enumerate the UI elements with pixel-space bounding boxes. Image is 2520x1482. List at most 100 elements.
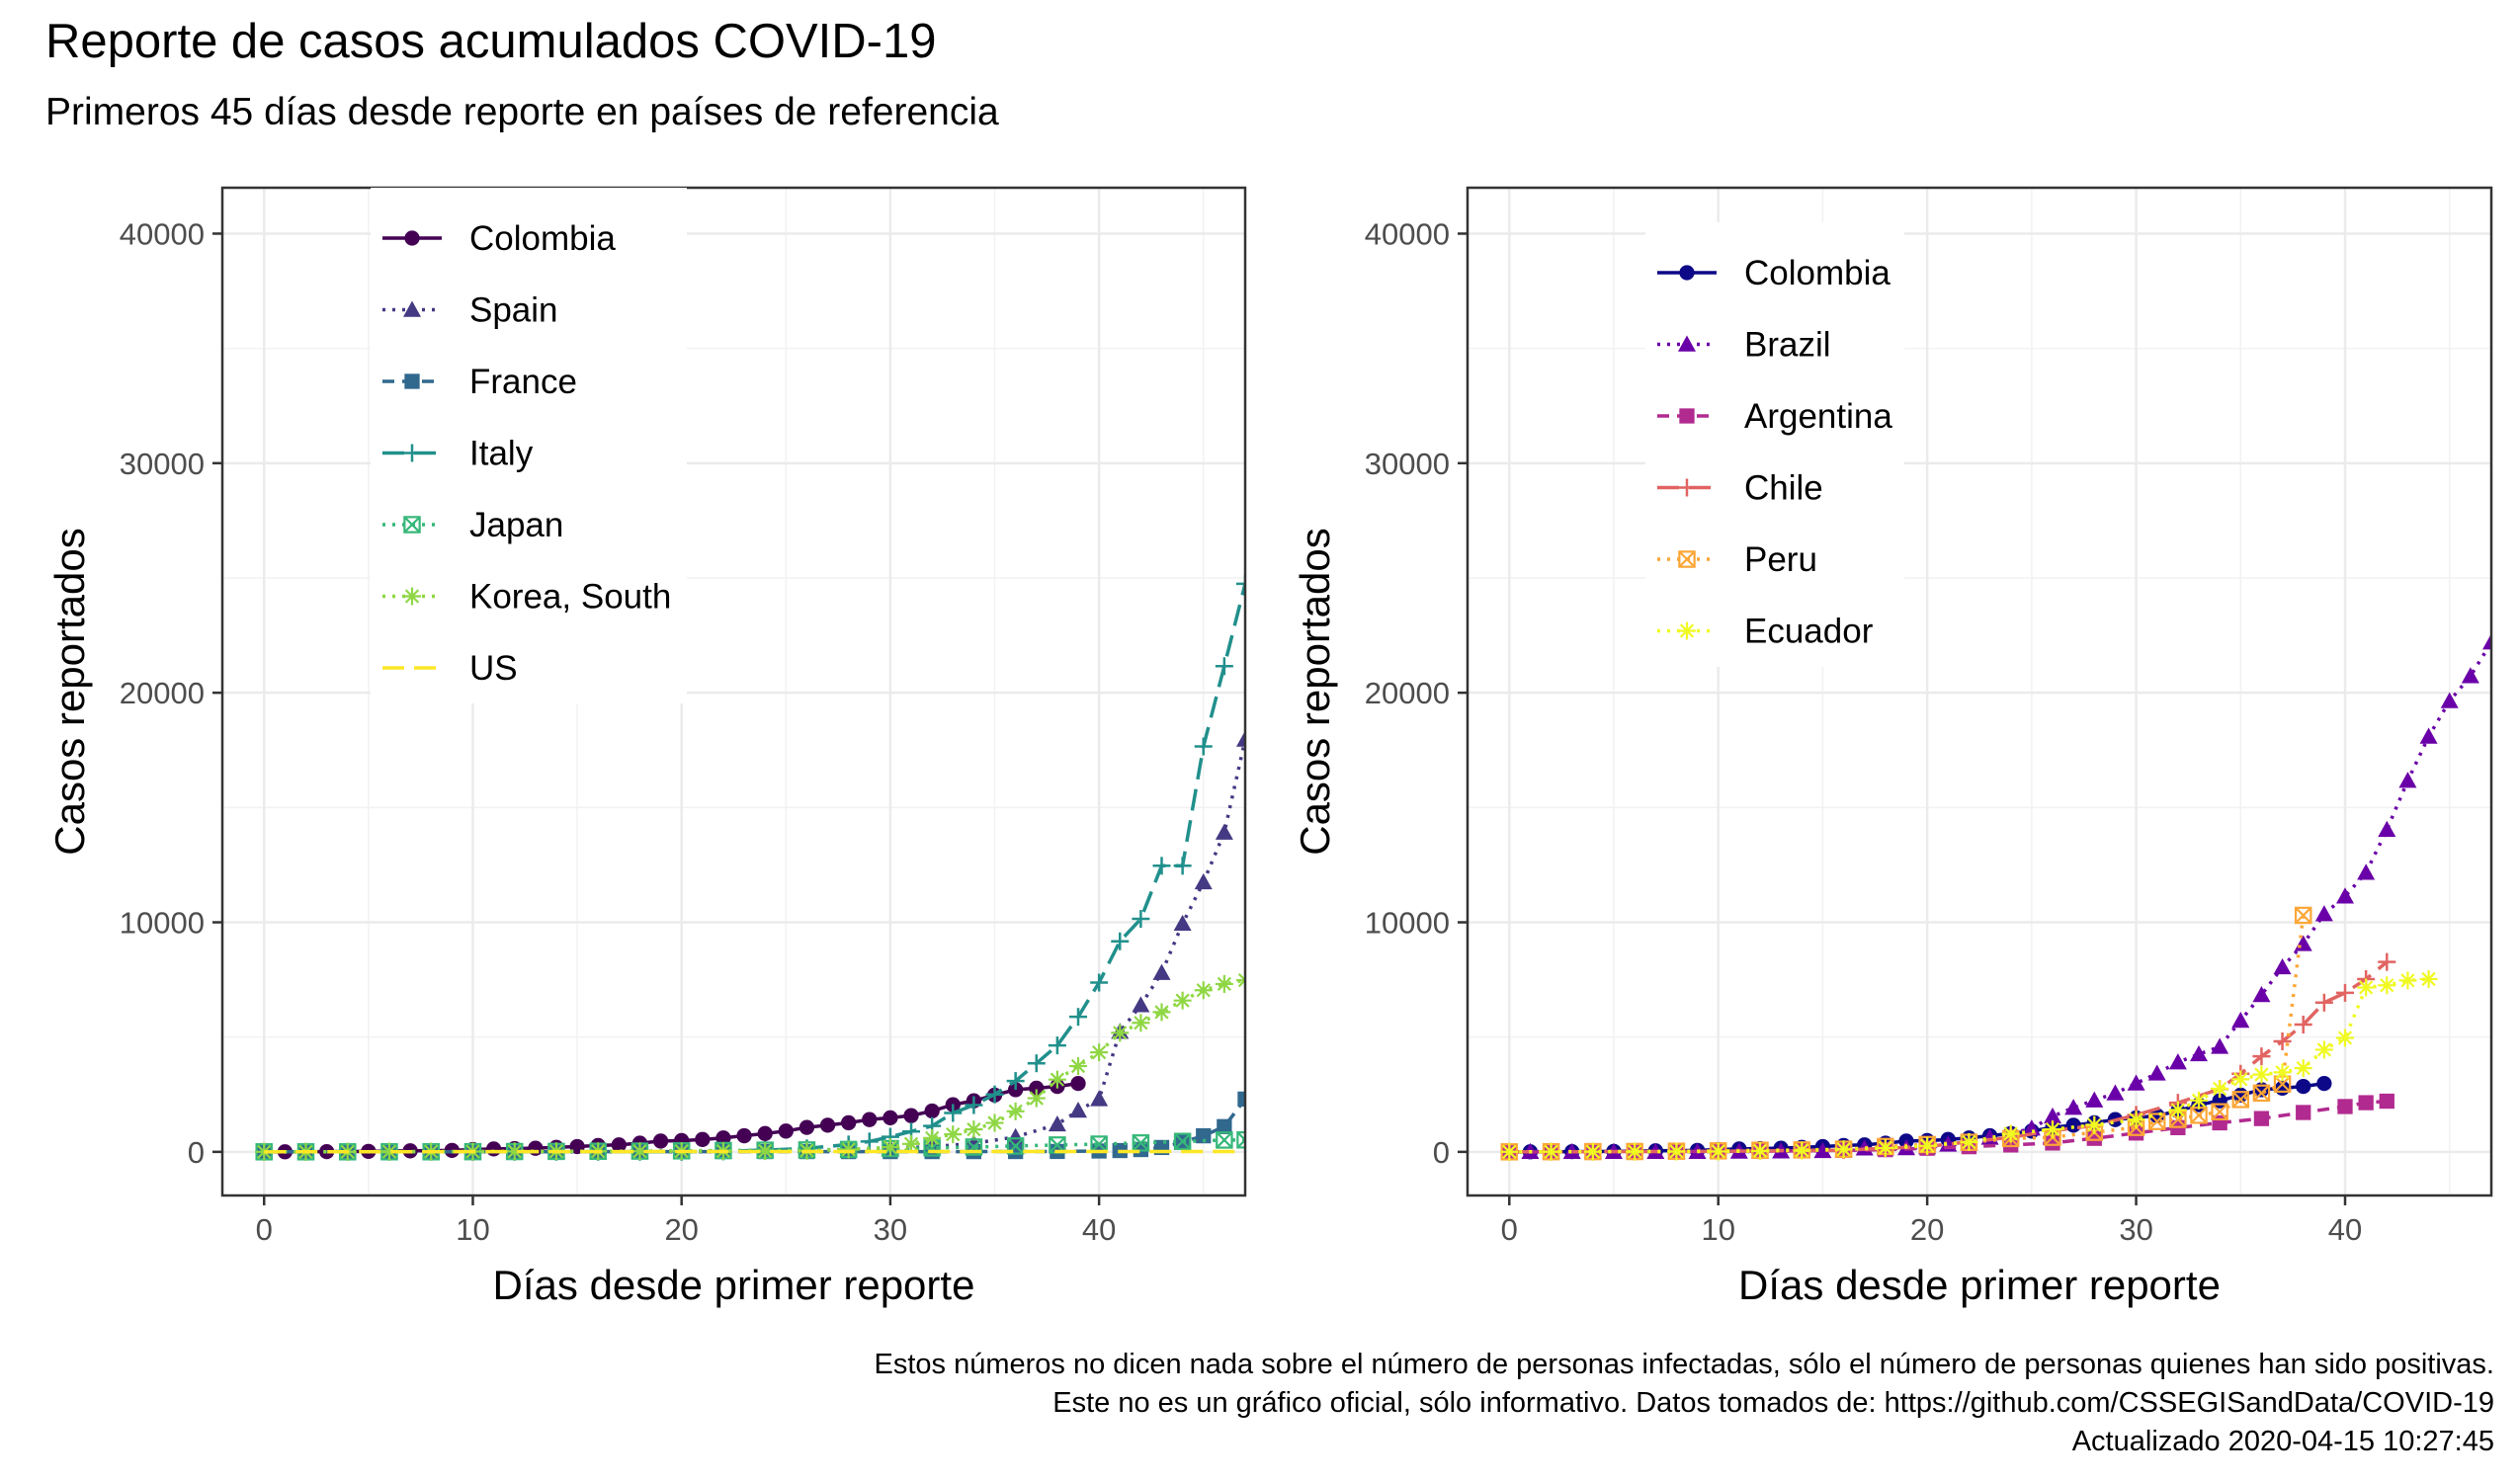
data-point [2168,1053,2187,1070]
legend-key-marker [1678,478,1696,497]
data-point [2211,1037,2229,1054]
data-point [1069,1008,1088,1027]
data-point [1027,1054,1046,1073]
axes: 0 10 20 30 40 0 10000 20000 30000 40000 Días desde… [1292,216,2362,1308]
x-tick-label: 20 [1910,1212,1944,1247]
data-point [841,1114,857,1131]
data-point [2065,1117,2081,1133]
data-point [695,1131,711,1147]
legend-label: Peru [1744,540,1817,579]
data-point [1194,737,1213,756]
data-point [2316,1075,2332,1092]
y-tick-label: 20000 [1365,676,1450,710]
data-point [2211,1080,2229,1099]
data-point [2273,1063,2292,1082]
data-point [2378,820,2396,837]
x-tick-label: 20 [664,1212,698,1247]
data-point [1237,1091,1245,1108]
data-point [1132,910,1150,929]
data-point [1793,1141,1811,1160]
data-point [2190,1091,2208,1110]
data-point [881,1138,899,1157]
data-point [611,1137,627,1153]
data-point [965,1120,983,1139]
data-point [2461,667,2479,684]
data-point [1960,1132,1978,1151]
data-point [2398,971,2417,990]
series-line [1509,915,2306,1154]
data-point [2482,633,2491,650]
legend-item: Argentina [1657,397,1892,436]
data-point [2440,692,2459,708]
data-point [1132,1134,1150,1152]
y-tick-label: 30000 [1365,447,1450,481]
data-point [1173,1132,1192,1151]
legend-key-marker [1679,265,1695,281]
data-point [1709,1142,1727,1161]
data-point [1667,1142,1686,1161]
data-point [1069,1102,1088,1118]
legend-label: Colombia [1744,254,1890,292]
right-panel: 0 10 20 30 40 0 10000 20000 30000 40000 Días desde… [1292,186,2493,1308]
data-point [1236,730,1245,747]
y-axis-label: Casos reportados [1292,528,1338,856]
data-point [652,1133,669,1149]
data-point [1500,1142,1519,1161]
data-point [903,1108,919,1123]
legend-label: Italy [469,435,534,473]
legend-key-marker [403,587,421,606]
y-tick-label: 20000 [120,676,205,710]
data-point [2273,957,2292,975]
data-point [736,1127,752,1144]
data-point [2357,978,2376,997]
data-point [1173,991,1192,1010]
data-point [2085,1115,2104,1134]
legend-key-marker [1678,550,1696,568]
data-point [2147,1112,2166,1130]
legend-label: Colombia [469,219,616,258]
data-point [1029,1080,1045,1097]
x-tick-label: 0 [1501,1212,1518,1247]
grid [1468,188,2491,1195]
legend-key-marker [404,373,420,389]
data-point [2127,1074,2145,1091]
data-point [2231,1091,2250,1109]
data-point [2106,1084,2125,1101]
caption-line-1: Estos números no dicen nada sobre el núm… [874,1349,2494,1380]
data-point [2378,976,2396,995]
legend-item: Colombia [1657,254,1890,292]
data-point [1006,1127,1025,1144]
data-point [1194,981,1213,1000]
data-point [839,1140,858,1159]
series-korea-south [255,971,1245,1161]
data-point [1173,857,1192,875]
x-tick-label: 30 [874,1212,907,1247]
data-point [944,1104,963,1122]
data-point [2294,1015,2312,1033]
legend-item: Chile [1657,469,1823,508]
data-point [1111,932,1130,950]
data-point [1236,971,1245,990]
data-point [2231,1012,2250,1029]
data-point [2314,993,2333,1012]
data-point [2314,1040,2333,1059]
legend-key-marker [1678,621,1696,640]
x-tick-label: 10 [1701,1212,1734,1247]
data-point [2419,969,2438,988]
data-point [2294,1059,2312,1078]
legend-item: Korea, South [382,578,671,617]
data-point [528,1140,544,1156]
legend-label: Japan [469,506,563,544]
legend-key-marker [404,230,420,246]
legend-item: Brazil [1657,326,1831,365]
data-point [923,1128,942,1147]
data-point [944,1125,963,1144]
legend-label: France [469,363,577,401]
y-tick-label: 40000 [120,216,205,251]
legend-label: Korea, South [469,578,671,617]
data-point [2337,1099,2353,1114]
data-point [1215,974,1233,993]
y-tick-label: 0 [1433,1135,1450,1170]
caption: Estos números no dicen nada sobre el núm… [874,1346,2494,1461]
data-point [2358,1095,2374,1111]
